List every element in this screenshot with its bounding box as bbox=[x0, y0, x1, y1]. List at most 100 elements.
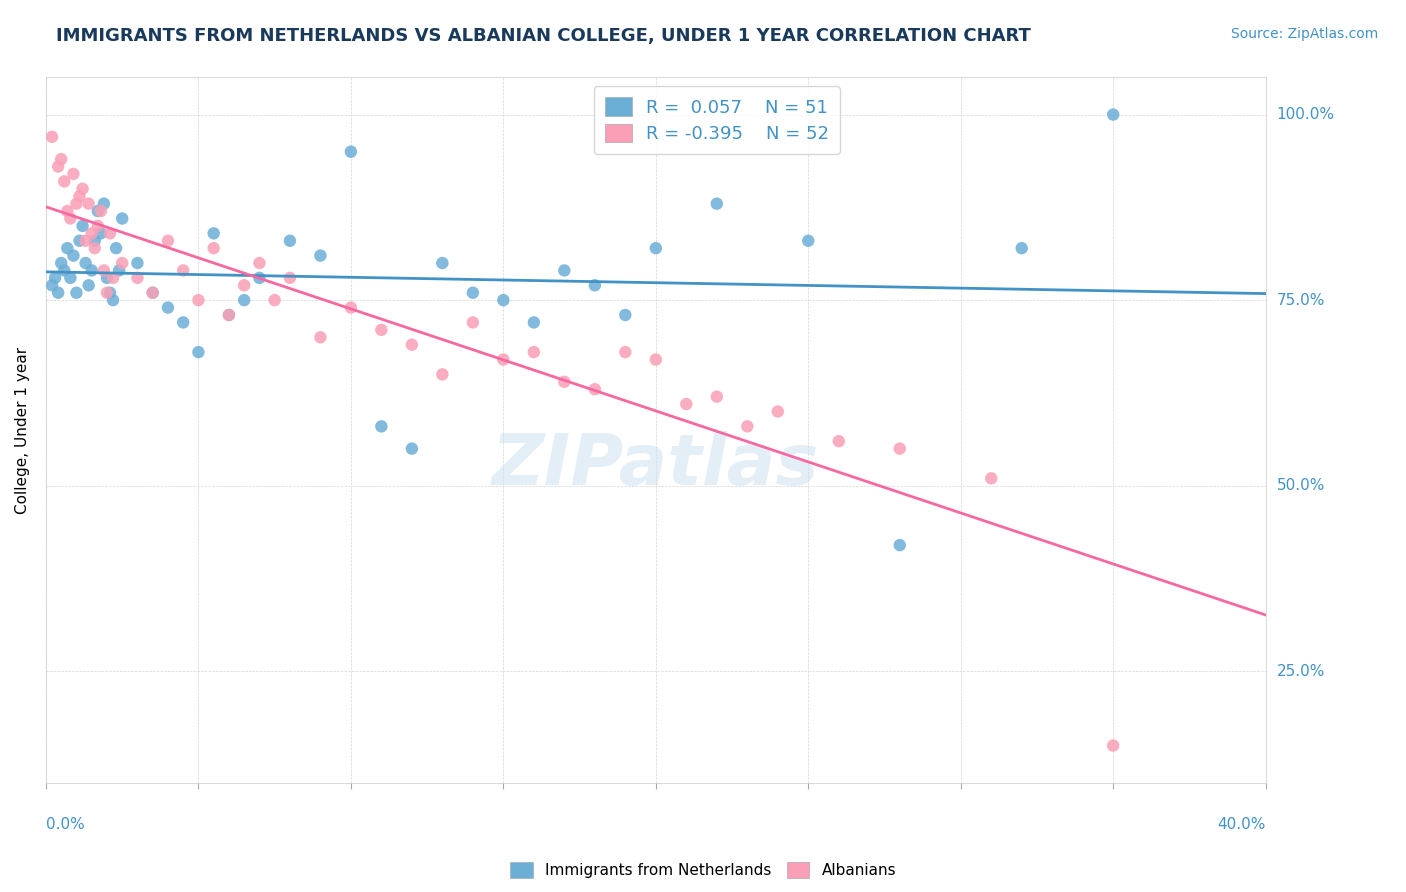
Point bbox=[98, 227, 121, 241]
Point bbox=[51, 256, 73, 270]
Point bbox=[706, 196, 728, 211]
Point bbox=[142, 285, 165, 300]
Point bbox=[96, 285, 118, 300]
Point bbox=[87, 204, 110, 219]
Point bbox=[72, 182, 94, 196]
Point bbox=[614, 345, 637, 359]
Point bbox=[98, 285, 121, 300]
Text: Source: ZipAtlas.com: Source: ZipAtlas.com bbox=[1230, 27, 1378, 41]
Point bbox=[62, 249, 84, 263]
Point bbox=[44, 271, 66, 285]
Point bbox=[142, 285, 165, 300]
Point bbox=[263, 293, 285, 307]
Point bbox=[75, 256, 97, 270]
Point bbox=[187, 345, 209, 359]
Point bbox=[278, 271, 301, 285]
Text: 25.0%: 25.0% bbox=[1277, 664, 1324, 679]
Point bbox=[80, 227, 103, 241]
Point bbox=[401, 442, 423, 456]
Point bbox=[41, 278, 63, 293]
Point bbox=[1102, 739, 1125, 753]
Point bbox=[461, 315, 484, 329]
Point bbox=[172, 263, 194, 277]
Point bbox=[62, 167, 84, 181]
Point bbox=[249, 271, 271, 285]
Point bbox=[889, 538, 911, 552]
Point bbox=[980, 471, 1002, 485]
Point bbox=[72, 219, 94, 233]
Point bbox=[797, 234, 820, 248]
Point bbox=[706, 390, 728, 404]
Point bbox=[83, 241, 105, 255]
Point bbox=[101, 271, 124, 285]
Point bbox=[56, 204, 79, 219]
Point bbox=[77, 196, 100, 211]
Point bbox=[492, 352, 515, 367]
Point bbox=[202, 227, 225, 241]
Point bbox=[93, 263, 115, 277]
Point bbox=[187, 293, 209, 307]
Point bbox=[96, 271, 118, 285]
Point bbox=[59, 211, 82, 226]
Point bbox=[90, 227, 112, 241]
Point bbox=[90, 204, 112, 219]
Text: ZIPatlas: ZIPatlas bbox=[492, 431, 820, 500]
Text: 50.0%: 50.0% bbox=[1277, 478, 1324, 493]
Point bbox=[56, 241, 79, 255]
Legend: R =  0.057    N = 51, R = -0.395    N = 52: R = 0.057 N = 51, R = -0.395 N = 52 bbox=[593, 87, 839, 154]
Point bbox=[172, 315, 194, 329]
Point bbox=[101, 293, 124, 307]
Point bbox=[1011, 241, 1033, 255]
Point bbox=[735, 419, 758, 434]
Point bbox=[553, 263, 575, 277]
Point bbox=[105, 241, 128, 255]
Point bbox=[309, 249, 332, 263]
Point bbox=[644, 241, 666, 255]
Point bbox=[583, 278, 606, 293]
Point bbox=[65, 196, 87, 211]
Point bbox=[828, 434, 851, 449]
Point bbox=[370, 419, 392, 434]
Point bbox=[233, 278, 256, 293]
Point bbox=[127, 256, 149, 270]
Point bbox=[370, 323, 392, 337]
Point bbox=[889, 442, 911, 456]
Point bbox=[75, 234, 97, 248]
Point bbox=[249, 256, 271, 270]
Point bbox=[218, 308, 240, 322]
Point bbox=[53, 263, 76, 277]
Point bbox=[156, 234, 179, 248]
Point bbox=[278, 234, 301, 248]
Point bbox=[41, 129, 63, 144]
Point bbox=[69, 189, 91, 203]
Point bbox=[644, 352, 666, 367]
Point bbox=[127, 271, 149, 285]
Text: 0.0%: 0.0% bbox=[46, 817, 84, 832]
Point bbox=[77, 278, 100, 293]
Point bbox=[87, 219, 110, 233]
Point bbox=[432, 256, 454, 270]
Point bbox=[53, 174, 76, 188]
Point bbox=[83, 234, 105, 248]
Point bbox=[59, 271, 82, 285]
Point bbox=[80, 263, 103, 277]
Y-axis label: College, Under 1 year: College, Under 1 year bbox=[15, 346, 30, 514]
Point bbox=[432, 368, 454, 382]
Point bbox=[218, 308, 240, 322]
Text: 100.0%: 100.0% bbox=[1277, 107, 1334, 122]
Point bbox=[675, 397, 697, 411]
Point bbox=[108, 263, 131, 277]
Point bbox=[111, 256, 134, 270]
Text: IMMIGRANTS FROM NETHERLANDS VS ALBANIAN COLLEGE, UNDER 1 YEAR CORRELATION CHART: IMMIGRANTS FROM NETHERLANDS VS ALBANIAN … bbox=[56, 27, 1031, 45]
Legend: Immigrants from Netherlands, Albanians: Immigrants from Netherlands, Albanians bbox=[503, 856, 903, 884]
Point bbox=[111, 211, 134, 226]
Point bbox=[340, 145, 363, 159]
Point bbox=[202, 241, 225, 255]
Point bbox=[583, 382, 606, 396]
Point bbox=[46, 160, 69, 174]
Point bbox=[553, 375, 575, 389]
Point bbox=[51, 152, 73, 166]
Point bbox=[156, 301, 179, 315]
Point bbox=[614, 308, 637, 322]
Point bbox=[309, 330, 332, 344]
